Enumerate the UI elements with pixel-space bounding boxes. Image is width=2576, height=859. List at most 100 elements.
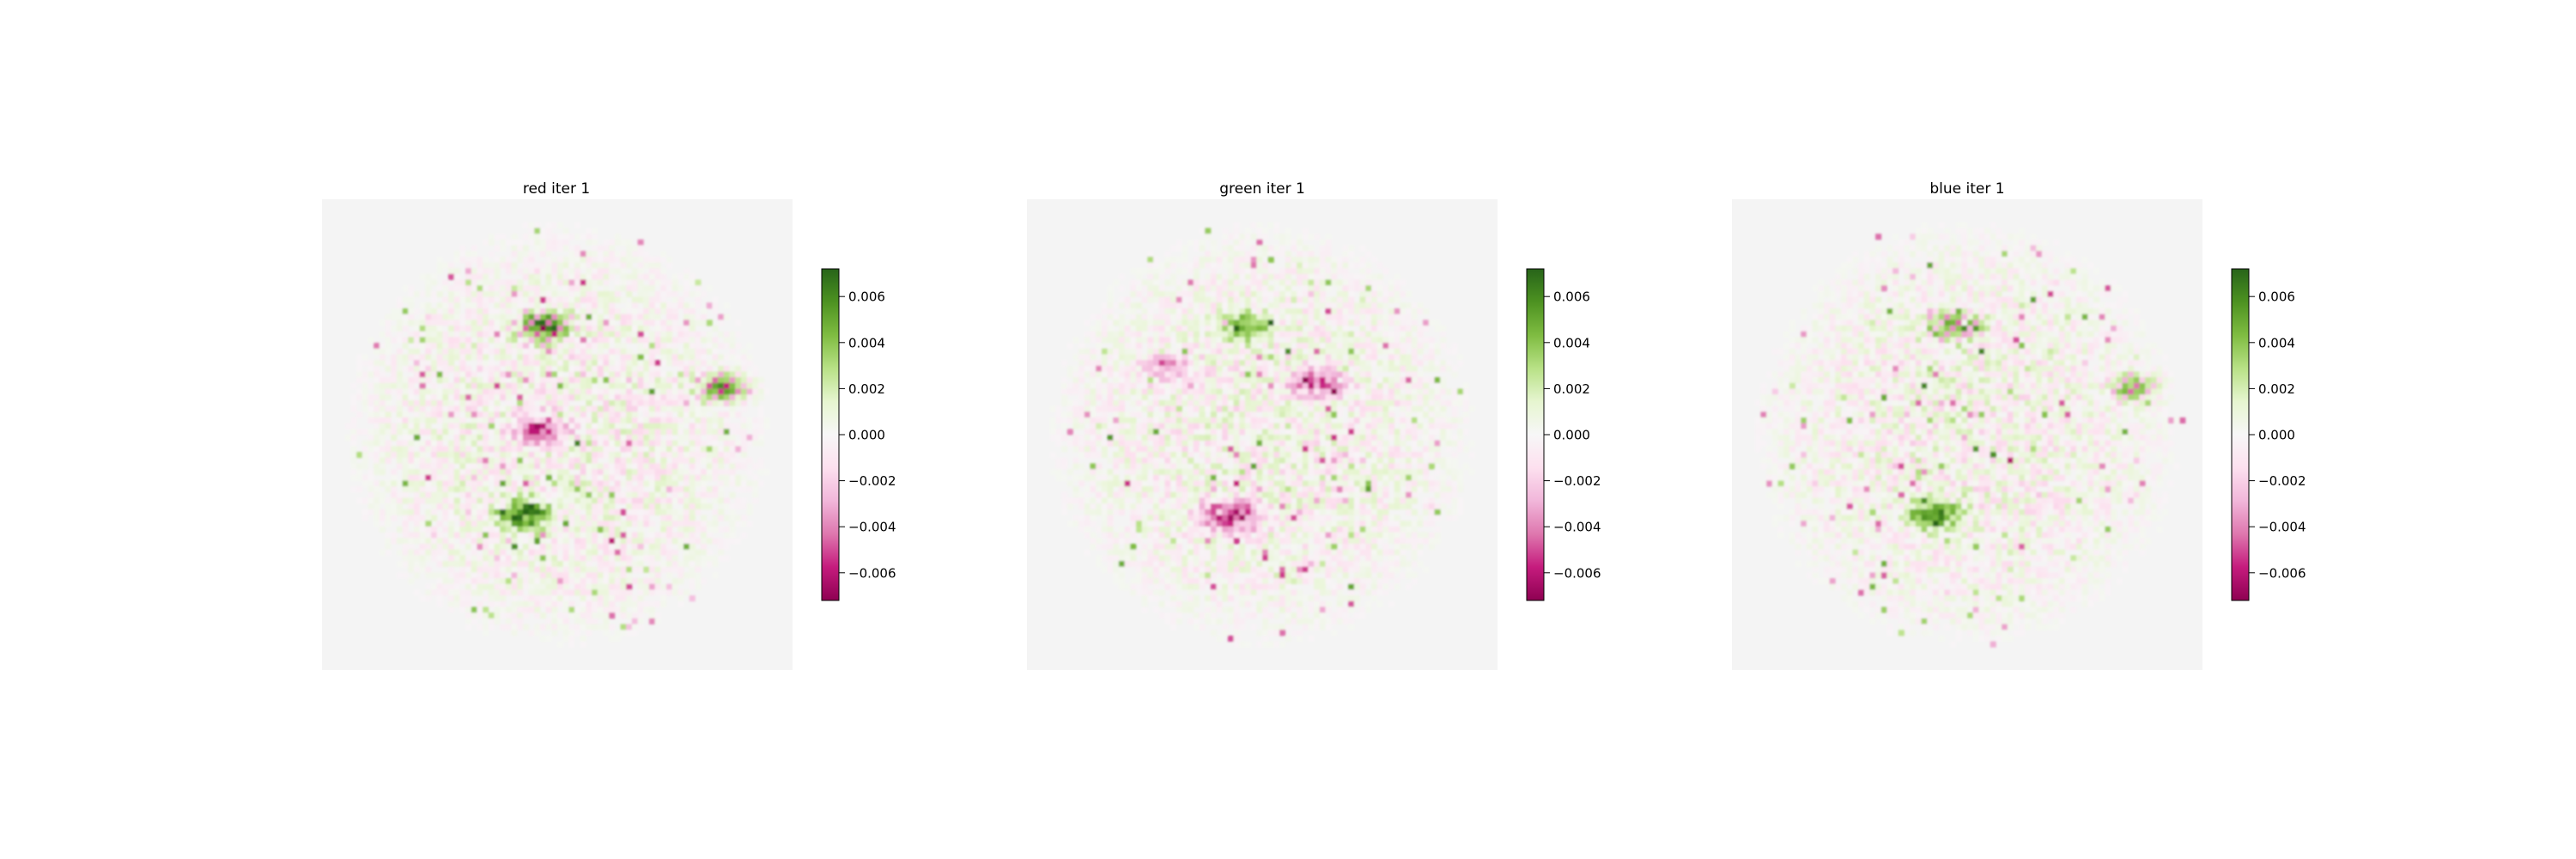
heatmap-cell bbox=[701, 308, 708, 315]
heatmap-cell bbox=[1101, 354, 1108, 361]
heatmap-cell bbox=[361, 480, 368, 487]
heatmap-cell bbox=[408, 314, 415, 320]
heatmap-cell bbox=[1147, 337, 1154, 344]
heatmap-cell bbox=[488, 583, 495, 590]
heatmap-cell bbox=[677, 371, 684, 378]
heatmap-cell bbox=[1394, 343, 1400, 350]
heatmap-cell bbox=[551, 245, 558, 252]
heatmap-cell bbox=[1199, 343, 1206, 350]
heatmap-cell bbox=[402, 486, 409, 493]
heatmap-cell bbox=[1376, 343, 1383, 350]
heatmap-cell bbox=[631, 532, 638, 539]
heatmap-cell bbox=[586, 256, 592, 263]
heatmap-cell bbox=[665, 371, 673, 378]
heatmap-cell bbox=[522, 394, 529, 401]
heatmap-cell bbox=[442, 377, 449, 384]
heatmap-cell bbox=[648, 320, 656, 326]
heatmap-cell bbox=[609, 503, 616, 510]
heatmap-cell bbox=[448, 595, 455, 602]
heatmap-cell bbox=[614, 429, 621, 436]
heatmap-cell bbox=[660, 290, 667, 298]
heatmap-cell bbox=[597, 515, 604, 521]
heatmap-cell bbox=[677, 515, 684, 521]
heatmap-cell bbox=[712, 360, 719, 367]
heatmap-cell bbox=[597, 290, 604, 298]
heatmap-cell bbox=[425, 555, 432, 562]
heatmap-cell bbox=[419, 538, 426, 545]
heatmap-cell bbox=[425, 360, 432, 367]
heatmap-cell bbox=[517, 521, 524, 527]
heatmap-cell bbox=[1233, 222, 1240, 228]
heatmap-cell bbox=[402, 320, 409, 326]
heatmap-cell bbox=[534, 296, 541, 303]
heatmap-cell bbox=[1353, 320, 1361, 326]
heatmap-cell bbox=[557, 290, 564, 298]
heatmap-cell bbox=[483, 578, 489, 585]
heatmap-cell bbox=[1273, 371, 1280, 378]
heatmap-cell bbox=[740, 405, 747, 412]
heatmap-cell bbox=[729, 469, 736, 476]
heatmap-cell bbox=[483, 399, 489, 406]
heatmap-cell bbox=[477, 262, 483, 269]
heatmap-cell bbox=[1388, 308, 1395, 315]
heatmap-cell bbox=[465, 262, 472, 269]
heatmap-cell bbox=[551, 486, 558, 493]
heatmap-cell bbox=[695, 463, 702, 470]
heatmap-cell bbox=[706, 486, 713, 493]
heatmap-cell bbox=[586, 308, 592, 315]
heatmap-cell bbox=[620, 526, 627, 533]
heatmap-cell bbox=[1348, 343, 1355, 350]
heatmap-cell bbox=[1314, 382, 1321, 389]
heatmap-cell bbox=[1210, 308, 1217, 315]
heatmap-cell bbox=[483, 343, 489, 350]
heatmap-cell bbox=[1457, 388, 1464, 395]
heatmap-cell bbox=[459, 566, 466, 573]
heatmap-cell bbox=[614, 486, 621, 493]
heatmap-cell bbox=[545, 515, 552, 521]
heatmap-cell bbox=[459, 354, 466, 361]
heatmap-cell bbox=[448, 429, 455, 436]
heatmap-cell bbox=[1222, 296, 1229, 303]
heatmap-cell bbox=[1279, 331, 1286, 338]
heatmap-cell bbox=[626, 314, 633, 320]
heatmap-cell bbox=[1182, 262, 1188, 269]
heatmap-cell bbox=[396, 320, 403, 326]
heatmap-cell bbox=[539, 463, 547, 470]
heatmap-cell bbox=[677, 435, 684, 442]
heatmap-cell bbox=[586, 382, 592, 389]
heatmap-cell bbox=[746, 440, 753, 447]
heatmap-cell bbox=[557, 326, 564, 332]
heatmap-cell bbox=[459, 320, 466, 326]
heatmap-cell bbox=[597, 411, 604, 418]
heatmap-cell bbox=[609, 526, 616, 533]
heatmap-cell bbox=[1227, 382, 1234, 389]
heatmap-cell bbox=[1072, 388, 1079, 395]
heatmap-cell bbox=[453, 515, 460, 521]
heatmap-cell bbox=[459, 509, 466, 515]
heatmap-cell bbox=[534, 555, 541, 562]
heatmap-cell bbox=[1428, 394, 1435, 401]
heatmap-cell bbox=[1090, 377, 1097, 384]
heatmap-cell bbox=[1279, 388, 1286, 395]
heatmap-cell bbox=[448, 417, 455, 424]
heatmap-cell bbox=[568, 549, 575, 556]
heatmap-cell bbox=[534, 595, 541, 602]
heatmap-cell bbox=[505, 463, 512, 470]
heatmap-cell bbox=[483, 532, 489, 539]
heatmap-cell bbox=[1199, 354, 1206, 361]
heatmap-cell bbox=[477, 394, 483, 401]
heatmap-cell bbox=[1061, 388, 1068, 395]
heatmap-cell bbox=[648, 256, 656, 263]
heatmap-cell bbox=[1262, 320, 1269, 326]
heatmap-cell bbox=[471, 268, 477, 275]
heatmap-cell bbox=[528, 268, 535, 275]
heatmap-cell bbox=[643, 394, 650, 401]
heatmap-cell bbox=[448, 337, 455, 344]
heatmap-cell bbox=[453, 405, 460, 412]
heatmap-cell bbox=[592, 606, 598, 613]
heatmap-cell bbox=[494, 268, 501, 275]
heatmap-cell bbox=[1256, 394, 1263, 401]
heatmap-cell bbox=[465, 285, 472, 292]
heatmap-cell bbox=[522, 491, 529, 498]
heatmap-cell bbox=[1216, 337, 1223, 344]
